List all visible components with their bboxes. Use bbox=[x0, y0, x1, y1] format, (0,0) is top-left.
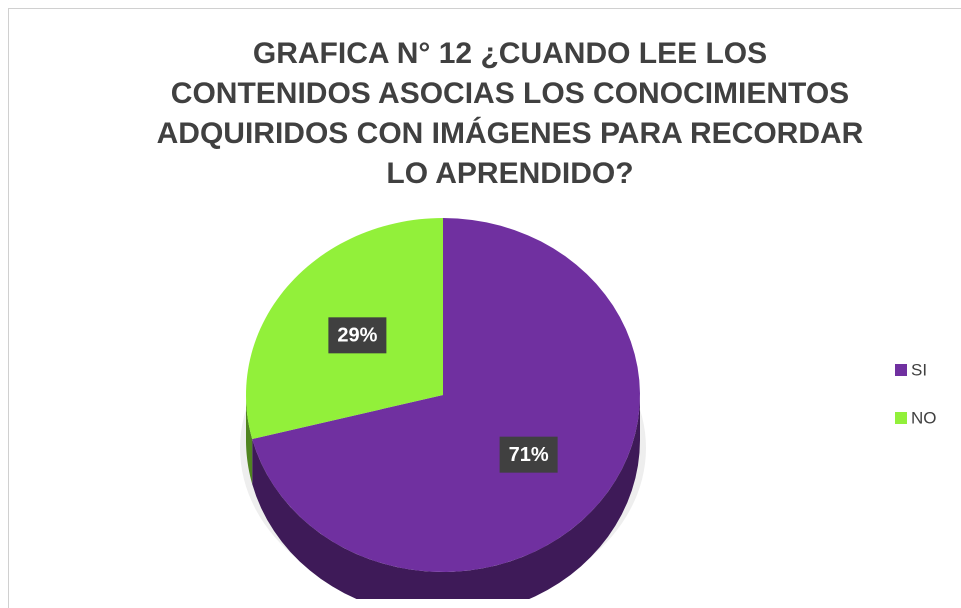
legend-label: SI bbox=[911, 360, 927, 379]
data-label: 71% bbox=[509, 444, 549, 466]
data-label-box bbox=[328, 317, 387, 354]
pie-side bbox=[246, 395, 253, 485]
legend-swatch bbox=[895, 364, 907, 376]
legend-label: NO bbox=[911, 408, 937, 427]
chart-frame bbox=[8, 8, 961, 608]
legend-swatch bbox=[895, 412, 907, 424]
data-label: 29% bbox=[337, 325, 377, 347]
chart-title: GRAFICA N° 12 ¿CUANDO LEE LOS CONTENIDOS… bbox=[156, 37, 864, 190]
pie-slice bbox=[252, 218, 640, 572]
pie-side bbox=[252, 395, 640, 599]
data-label-box bbox=[499, 436, 558, 473]
